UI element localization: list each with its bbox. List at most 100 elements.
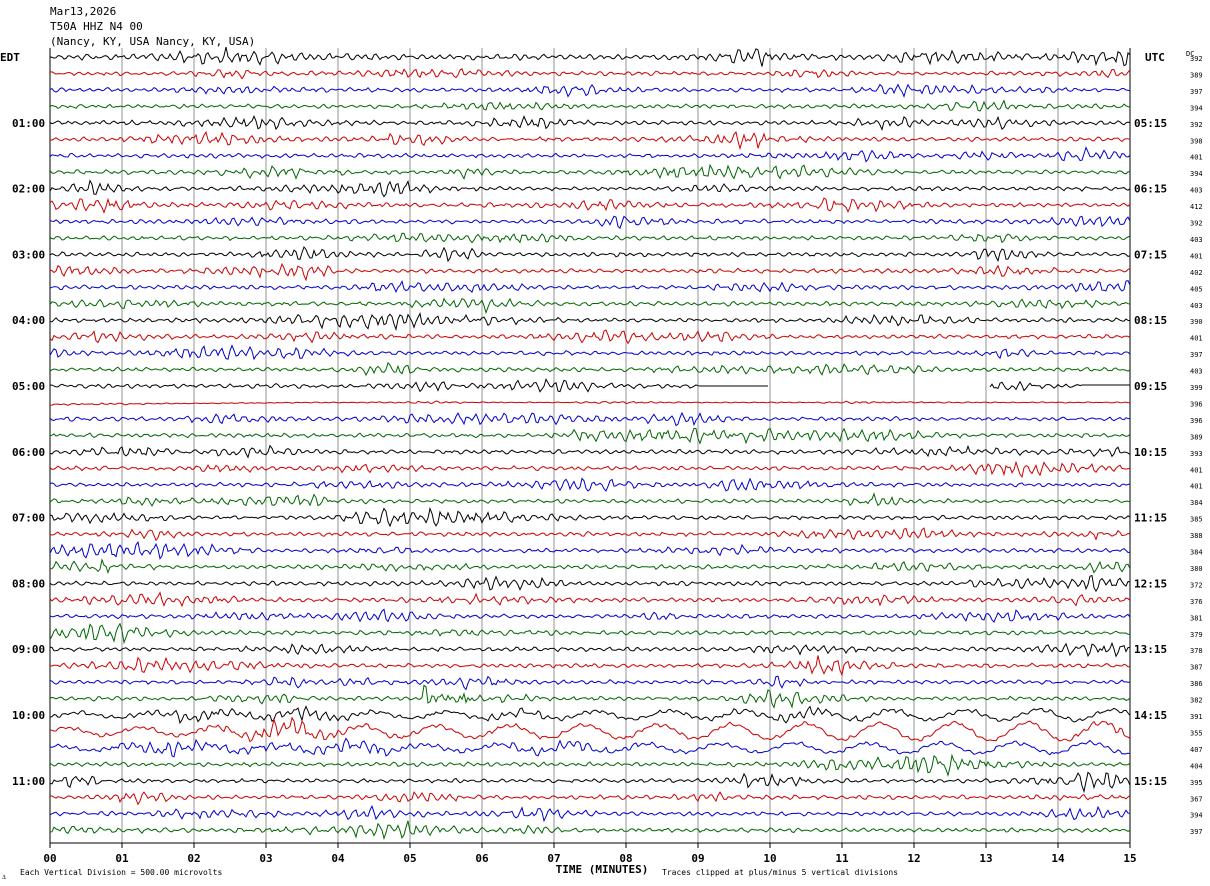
dc-offset-value: 372 xyxy=(1190,581,1203,589)
seismic-trace xyxy=(49,558,1131,575)
dc-offset-value: 397 xyxy=(1190,88,1203,96)
seismic-trace xyxy=(49,297,1131,315)
dc-offset-value: 388 xyxy=(1190,532,1203,540)
seismic-trace xyxy=(49,400,1131,406)
x-tick-label: 08 xyxy=(619,852,632,865)
x-tick-label: 03 xyxy=(259,852,272,865)
seismic-trace xyxy=(49,262,1131,282)
x-tick-label: 13 xyxy=(979,852,992,865)
dc-offset-value: 403 xyxy=(1190,236,1203,244)
dc-offset-value: 403 xyxy=(1190,187,1203,195)
left-axis-label-edt: EDT xyxy=(0,51,20,64)
seismic-trace xyxy=(49,574,1131,593)
corner-mark: ⚓ xyxy=(2,873,7,881)
edt-hour-label: 04:00 xyxy=(12,314,45,327)
dc-offset-value: 404 xyxy=(1190,762,1203,770)
edt-hour-label: 06:00 xyxy=(12,446,45,459)
edt-hour-label: 03:00 xyxy=(12,248,45,261)
seismic-trace xyxy=(49,675,1131,691)
utc-hour-label: 07:15 xyxy=(1134,248,1167,261)
seismic-trace xyxy=(49,460,1130,479)
seismic-trace xyxy=(49,477,1131,492)
seismic-trace xyxy=(49,804,1131,823)
dc-offset-value: 402 xyxy=(1190,269,1203,277)
seismic-trace xyxy=(49,591,1131,608)
edt-hour-label: 02:00 xyxy=(12,183,45,196)
dc-offset-value: 380 xyxy=(1190,565,1203,573)
seismic-trace xyxy=(49,46,1131,67)
x-tick-label: 07 xyxy=(547,852,560,865)
utc-hour-label: 10:15 xyxy=(1134,446,1167,459)
dc-offset-value: 391 xyxy=(1190,713,1203,721)
seismic-trace xyxy=(49,737,1131,758)
seismic-trace xyxy=(49,344,1131,361)
seismic-trace xyxy=(49,215,1131,230)
seismic-trace xyxy=(49,68,1131,80)
x-tick-label: 14 xyxy=(1051,852,1065,865)
edt-hour-label: 09:00 xyxy=(12,643,45,656)
seismic-trace xyxy=(50,641,1131,658)
seismic-trace xyxy=(49,608,1131,624)
dc-offset-value: 386 xyxy=(1190,680,1203,688)
utc-hour-label: 13:15 xyxy=(1134,643,1167,656)
utc-hour-label: 08:15 xyxy=(1134,314,1167,327)
dc-offset-value: 401 xyxy=(1190,252,1203,260)
seismic-trace xyxy=(49,771,1131,794)
x-tick-label: 10 xyxy=(763,852,776,865)
seismic-trace xyxy=(49,197,1131,214)
dc-offset-value: 401 xyxy=(1190,483,1203,491)
dc-offset-value: 401 xyxy=(1190,335,1203,343)
dc-offset-value: 379 xyxy=(1190,631,1203,639)
seismic-trace xyxy=(49,820,1131,841)
dc-offset-value: 384 xyxy=(1190,549,1203,557)
edt-hour-label: 07:00 xyxy=(12,512,45,525)
x-tick-label: 15 xyxy=(1123,852,1136,865)
dc-offset-value: 393 xyxy=(1190,450,1203,458)
dc-offset-value: 381 xyxy=(1190,614,1203,622)
seismic-trace xyxy=(49,179,1131,198)
dc-offset-value: 407 xyxy=(1190,746,1203,754)
utc-hour-label: 06:15 xyxy=(1134,183,1167,196)
dc-offset-value: 405 xyxy=(1190,285,1203,293)
seismic-trace xyxy=(49,527,1131,542)
dc-offset-value: 412 xyxy=(1190,203,1203,211)
dc-offset-value: 392 xyxy=(1190,55,1203,63)
dc-offset-value: 387 xyxy=(1190,664,1203,672)
seismic-trace xyxy=(49,753,1131,777)
dc-offset-value: 399 xyxy=(1190,384,1203,392)
dc-offset-value: 403 xyxy=(1190,302,1203,310)
dc-offset-value: 392 xyxy=(1190,121,1203,129)
dc-offset-value: 394 xyxy=(1190,170,1203,178)
x-tick-label: 11 xyxy=(835,852,849,865)
header-date: Mar13,2026 xyxy=(50,5,117,18)
x-tick-label: 05 xyxy=(403,852,416,865)
seismic-trace xyxy=(49,444,1131,459)
dc-label: DC xyxy=(1186,50,1194,58)
utc-hour-label: 05:15 xyxy=(1134,117,1167,130)
edt-hour-label: 11:00 xyxy=(12,775,45,788)
dc-offset-value: 376 xyxy=(1190,598,1203,606)
dc-offset-value: 392 xyxy=(1190,220,1203,228)
dc-offset-value: 394 xyxy=(1190,104,1203,112)
x-tick-label: 00 xyxy=(43,852,56,865)
dc-offset-value: 385 xyxy=(1190,516,1203,524)
seismic-trace xyxy=(49,245,1131,263)
x-tick-label: 01 xyxy=(115,852,129,865)
seismic-trace xyxy=(49,130,1131,151)
seismic-trace xyxy=(49,329,1131,345)
footer-left-note: Each Vertical Division = 500.00 microvol… xyxy=(20,868,222,877)
dc-offset-value: 367 xyxy=(1190,795,1203,803)
utc-hour-label: 09:15 xyxy=(1134,380,1167,393)
header-station: T50A HHZ N4 00 xyxy=(50,20,143,33)
x-tick-label: 02 xyxy=(187,852,200,865)
dc-offset-value: 397 xyxy=(1190,351,1203,359)
seismic-trace xyxy=(49,163,1131,180)
dc-offset-value: 378 xyxy=(1190,647,1203,655)
header-location: (Nancy, KY, USA Nancy, KY, USA) xyxy=(50,35,256,48)
x-axis-title: TIME (MINUTES) xyxy=(556,863,649,876)
seismic-trace xyxy=(49,378,1130,393)
dc-offset-value: 384 xyxy=(1190,499,1203,507)
utc-hour-label: 14:15 xyxy=(1134,709,1167,722)
x-tick-label: 09 xyxy=(691,852,704,865)
